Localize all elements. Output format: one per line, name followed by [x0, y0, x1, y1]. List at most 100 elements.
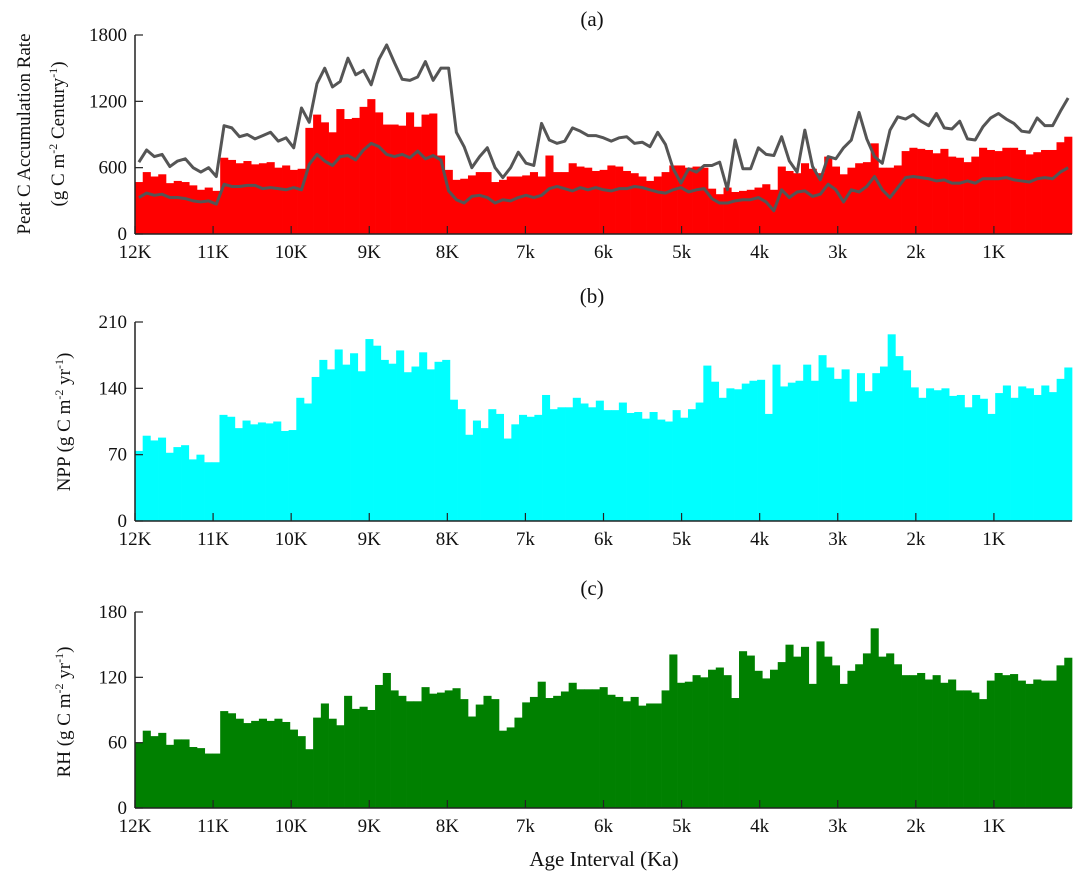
panel-a-bar	[545, 155, 554, 234]
panel-c-bar	[344, 695, 353, 808]
panel-a-bar	[181, 182, 190, 234]
panel-b-bar	[327, 369, 336, 521]
panel-b-bar	[780, 386, 789, 521]
panel-a-x-tick-label: 3k	[828, 242, 848, 263]
panel-b-bar	[979, 398, 988, 521]
panel-c-bar	[390, 690, 399, 808]
panel-a-bar	[227, 159, 237, 234]
panel-b-bar	[472, 420, 481, 521]
panel-b-bar	[956, 394, 965, 521]
panel-c-x-tick-label: 10K	[275, 816, 308, 837]
panel-c-x-tick-label: 7k	[516, 816, 536, 837]
panel-c-bar	[491, 699, 500, 808]
panel-a-bar	[839, 174, 848, 234]
panel-a-bar	[924, 149, 933, 234]
panel-b-bar	[687, 409, 697, 521]
panel-a-bar	[158, 174, 167, 234]
panel-c-bar	[282, 721, 291, 808]
panel-a-ylabel-main: Peat C Accumulation Rate	[14, 33, 35, 234]
panel-b-bar	[1064, 367, 1073, 521]
panel-b-x-tick-label: 6k	[594, 529, 614, 550]
panel-c-bar	[142, 730, 151, 808]
panel-a-bar	[305, 127, 314, 234]
panel-a-bar	[800, 163, 810, 234]
panel-a-bar	[313, 114, 322, 234]
panel-b-x-tick-label: 8K	[436, 529, 460, 550]
panel-b-bar	[396, 350, 405, 521]
panel-a-bar	[266, 162, 275, 234]
panel-c-plot-area: 0 60 120 180 12K 11K 10K 9K 8K 7k 6k 5k 4k 3k 2k 1K	[99, 602, 1073, 837]
panel-b-bar	[1010, 397, 1019, 521]
panel-b-y-tick-label: 210	[99, 312, 128, 333]
panel-b-bar	[373, 345, 382, 521]
panel-a-bar	[932, 153, 941, 234]
panel-b-bar	[764, 413, 773, 521]
panel-a-bar	[320, 122, 329, 234]
panel-c-bar	[506, 727, 515, 808]
panel-c-title: (c)	[580, 576, 603, 600]
panel-a-bar	[638, 176, 647, 234]
panel-c-bar	[777, 662, 786, 808]
panel-b-bar	[519, 414, 528, 521]
panel-a-peat-c-accumulation: (a) 0 600 1200 1800 12K 11K 10K 9K 8K 7k 6k 5k 4k 3k 2…	[14, 7, 1073, 263]
panel-b-bar	[211, 462, 220, 521]
panel-b-x-tick-label: 5k	[672, 529, 692, 550]
panel-a-ylabel-unit-part: (g C m	[48, 154, 69, 207]
panel-b-bar	[388, 363, 397, 521]
panel-c-bar	[994, 672, 1003, 808]
panel-b-bar	[1033, 394, 1042, 521]
panel-a-bar	[406, 112, 415, 234]
panel-c-bar	[963, 690, 972, 808]
panel-b-bar	[265, 423, 274, 521]
panel-a-ylabel-unit: (g C m-2 Century-1)	[46, 61, 69, 206]
panel-a-bar	[591, 170, 600, 234]
panel-a-title: (a)	[580, 7, 603, 31]
panel-b-bar	[1025, 388, 1034, 521]
panel-c-bar	[793, 656, 802, 808]
panel-b-bar	[204, 462, 213, 521]
panel-a-bar	[630, 173, 639, 234]
panel-a-bar	[506, 176, 515, 234]
panel-b-bar	[718, 397, 727, 521]
panel-b-bar	[949, 395, 958, 521]
panel-c-bar	[359, 706, 368, 808]
panel-c-x-tick-label: 5k	[672, 816, 692, 837]
panel-b-bar	[480, 428, 489, 521]
panel-b-x-tick-label: 2k	[906, 529, 926, 550]
panel-a-bar	[723, 187, 732, 234]
panel-c-bar	[375, 684, 384, 808]
panel-b-x-tick-label: 11K	[197, 529, 229, 550]
panel-a-bar	[824, 156, 833, 234]
panel-a-bar	[893, 165, 902, 234]
panel-a-bar	[367, 99, 376, 235]
panel-a-bar	[878, 167, 887, 234]
panel-a-bar	[576, 166, 585, 234]
panel-a-bar	[708, 188, 717, 234]
panel-c-bar	[700, 677, 709, 808]
panel-c-bar	[955, 690, 964, 808]
panel-b-x-tick-label: 1K	[982, 529, 1006, 550]
panel-c-y-tick-label: 180	[99, 602, 128, 623]
panel-a-bar	[607, 165, 616, 234]
panel-b-bar	[795, 380, 804, 521]
panel-c-bar	[1048, 680, 1057, 808]
panel-c-bar	[289, 729, 298, 808]
panel-c-x-tick-label: 2k	[906, 816, 926, 837]
panel-c-bar	[243, 723, 252, 808]
panel-b-bar	[895, 356, 904, 521]
panel-c-bar	[537, 681, 546, 808]
panel-c-bar	[328, 718, 337, 808]
panel-b-bar	[549, 409, 558, 521]
panel-c-bar	[258, 718, 267, 808]
panel-a-x-tick-label: 2k	[906, 242, 926, 263]
panel-c-bar	[437, 692, 446, 808]
panel-a-bar	[785, 170, 794, 234]
panel-a-x-tick-label: 11K	[197, 242, 229, 263]
panel-b-bar	[357, 371, 366, 521]
panel-c-bar	[313, 717, 322, 808]
panel-a-bar	[529, 172, 539, 234]
panel-a-bar	[940, 148, 949, 234]
panel-a-bar	[142, 172, 151, 234]
panel-a-bar	[173, 180, 182, 234]
panel-b-ylabel-part: yr	[54, 368, 75, 389]
